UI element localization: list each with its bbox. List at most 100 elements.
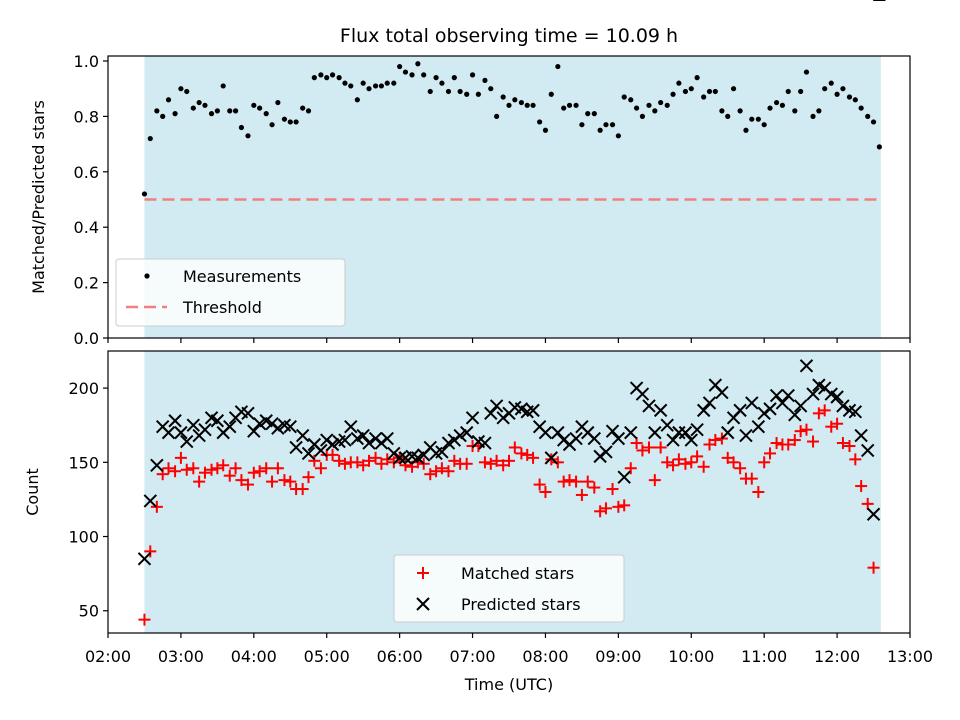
predicted-star-point: [854, 428, 868, 443]
measurement-point: [305, 108, 312, 114]
matched-star-point: [253, 465, 266, 478]
predicted-star-point: [745, 396, 759, 410]
matched-star-point: [527, 451, 540, 464]
counts-legend-box: [393, 554, 625, 623]
measurement-point: [421, 72, 427, 78]
predicted-star-point: [247, 424, 261, 438]
measurement-point: [409, 72, 415, 78]
matched-star-point: [807, 435, 820, 448]
predicted-star-point: [775, 396, 790, 410]
count-y-tick-label: 50: [79, 602, 99, 621]
matched-star-point: [278, 474, 291, 487]
matched-star-point: [521, 448, 534, 461]
predicted-star-point: [751, 419, 766, 434]
matched-star-point: [825, 420, 838, 433]
predicted-star-point: [538, 425, 553, 440]
predicted-star-point: [484, 406, 498, 421]
matched-star-point: [642, 441, 655, 454]
ratio-y-tick-label: 0.8: [74, 107, 99, 126]
measurement-point: [354, 97, 360, 103]
ratio-y-tick-label: 0.6: [74, 163, 99, 182]
measurement-point: [451, 75, 457, 81]
matched-star-point: [247, 466, 260, 479]
matched-star-point: [435, 462, 448, 475]
measurement-point: [324, 75, 330, 81]
time-x-ticks: 02:00 03:00 04:00 05:00 06:00 07:00 08:00 09:00…: [85, 633, 933, 666]
time-x-tick-label: 13:00: [887, 647, 933, 666]
measurement-point: [579, 122, 585, 128]
matched-star-point: [217, 459, 230, 472]
measurement-point: [537, 119, 543, 125]
predicted-star-point: [453, 428, 467, 443]
matched-star-point: [162, 462, 175, 475]
predicted-star-point: [143, 494, 157, 508]
predicted-star-point: [660, 418, 674, 432]
predicted-star-point: [848, 405, 863, 419]
matched-star-point: [205, 463, 218, 476]
measurement-point: [342, 80, 348, 86]
predicted-star-point: [161, 425, 176, 440]
measurement-point: [384, 80, 390, 86]
predicted-star-point: [380, 431, 394, 446]
predicted-star-point: [465, 411, 480, 425]
measurement-point: [263, 111, 269, 117]
predicted-star-point: [793, 399, 808, 413]
measurement-point: [664, 102, 670, 108]
measurement-point: [311, 75, 317, 81]
measurement-point: [785, 88, 791, 95]
matched-star-point: [551, 456, 564, 469]
panel-ratio-frame: [107, 55, 911, 339]
matched-star-point: [752, 486, 765, 498]
matched-star-point: [187, 462, 200, 475]
predicted-star-point: [721, 425, 735, 440]
panel-counts-frame: [107, 350, 911, 634]
measurement-point: [184, 88, 190, 95]
matched-star-point: [691, 450, 704, 463]
measurement-point: [779, 102, 786, 108]
measurement-point: [293, 119, 299, 125]
matched-star-point: [764, 447, 777, 460]
time-x-tick-label: 10:00: [668, 647, 714, 666]
predicted-star-point: [356, 428, 370, 443]
measurement-point: [767, 105, 773, 111]
predicted-star-point: [168, 414, 182, 428]
measurement-point: [719, 108, 725, 114]
matched-star-point: [369, 451, 382, 464]
matched-star-point: [302, 471, 315, 484]
predicted-star-point: [642, 399, 656, 413]
measurement-point: [828, 80, 834, 86]
measurement-point: [445, 88, 452, 95]
matched-star-point: [836, 437, 849, 450]
measurement-point: [701, 94, 707, 100]
measurement-point: [251, 102, 257, 108]
matched-star-point: [557, 475, 570, 488]
measurement-point: [694, 75, 700, 81]
measurement-point: [743, 127, 749, 133]
measurement-point: [433, 75, 439, 81]
measurement-point: [846, 94, 853, 100]
matched-star-point: [515, 447, 528, 460]
measurement-point: [196, 99, 202, 106]
matched-star-point: [198, 466, 211, 479]
ratio-y-tick-label: 0.2: [74, 274, 99, 293]
time-x-tick-label: 05:00: [304, 647, 350, 666]
matched-star-point: [679, 457, 692, 470]
legend-predicted-label: Predicted stars: [461, 595, 581, 614]
predicted-star-point: [617, 470, 631, 484]
predicted-star-point: [624, 425, 638, 440]
predicted-star-point: [198, 422, 212, 437]
predicted-star-point: [684, 433, 698, 447]
predicted-star-point: [301, 446, 316, 461]
matched-star-point: [570, 475, 583, 488]
matched-star-point: [800, 423, 813, 436]
matched-star-point: [424, 468, 437, 481]
measurement-point: [773, 99, 780, 106]
predicted-star-point: [635, 387, 650, 401]
measurement-point: [822, 86, 828, 92]
measurement-point: [457, 88, 463, 95]
measurement-point: [749, 116, 755, 122]
measurement-point: [652, 108, 658, 114]
matched-star-point: [563, 474, 576, 487]
matched-star-point: [734, 462, 747, 475]
